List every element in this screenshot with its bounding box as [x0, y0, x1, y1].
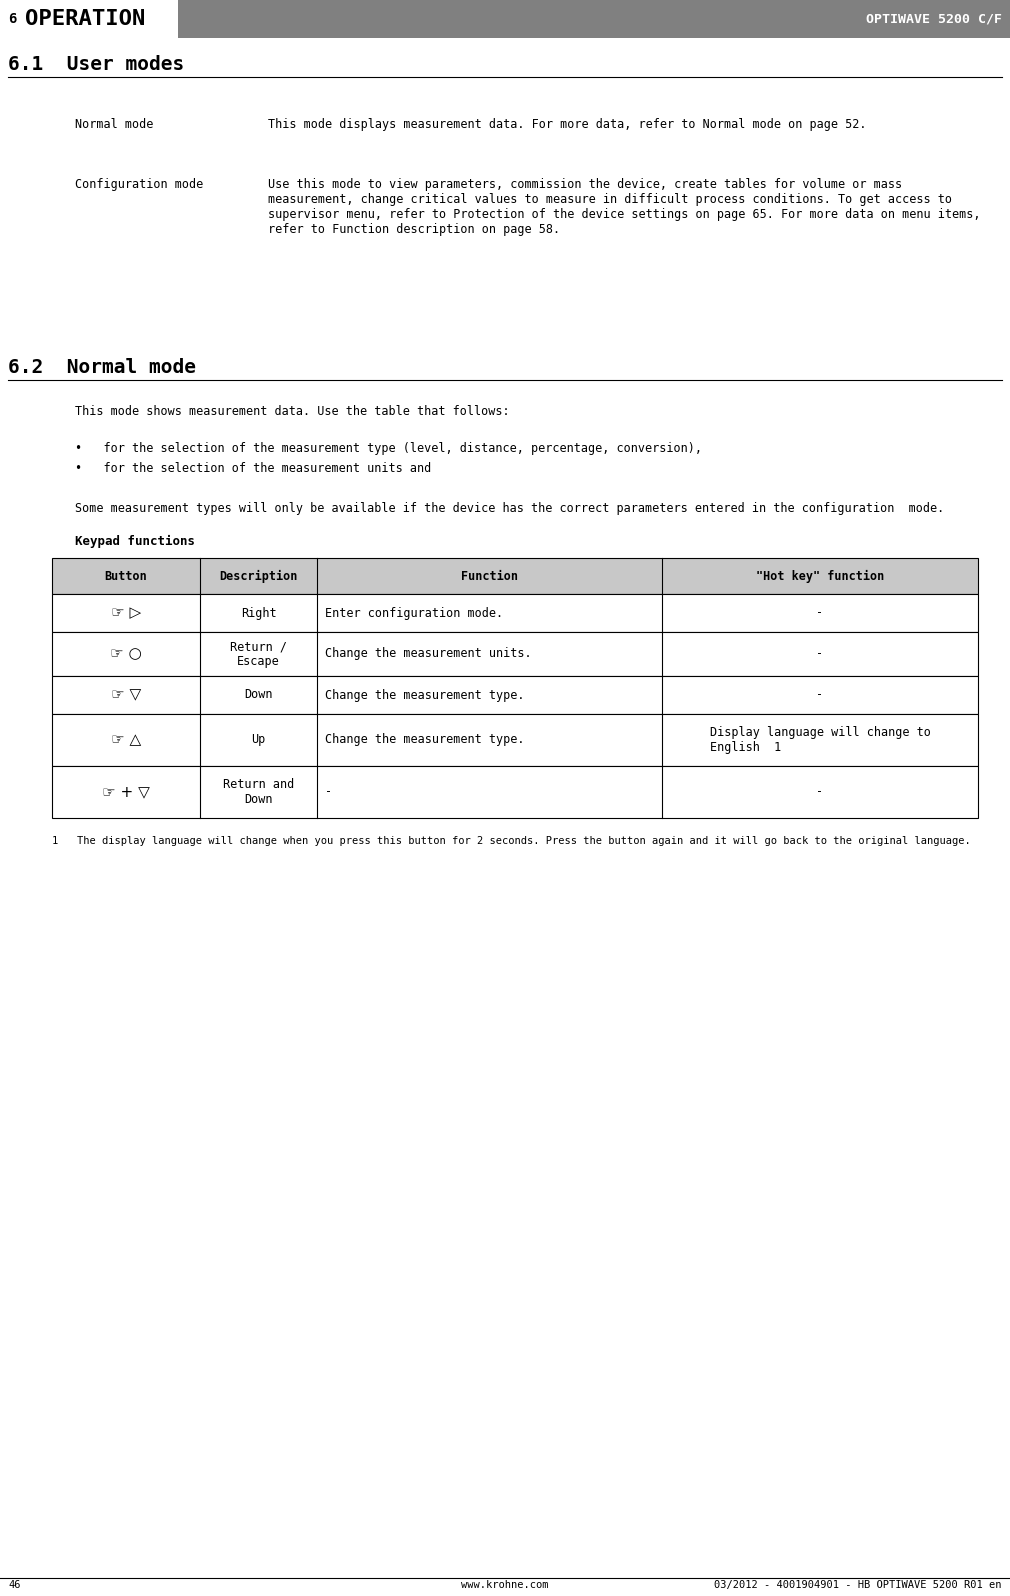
Text: Return /
Escape: Return / Escape [230, 640, 287, 669]
Text: 1   The display language will change when you press this button for 2 seconds. P: 1 The display language will change when … [52, 836, 971, 846]
Text: -: - [816, 785, 823, 798]
Text: Up: Up [251, 734, 266, 747]
Text: Use this mode to view parameters, commission the device, create tables for volum: Use this mode to view parameters, commis… [268, 179, 981, 236]
Text: www.krohne.com: www.krohne.com [462, 1580, 548, 1590]
Text: Return and
Down: Return and Down [223, 777, 294, 806]
Text: 6.2  Normal mode: 6.2 Normal mode [8, 358, 196, 377]
Text: Enter configuration mode.: Enter configuration mode. [325, 606, 503, 619]
Bar [52, 632, 978, 677]
Text: 6: 6 [8, 13, 16, 26]
Text: This mode displays measurement data. For more data, refer to Normal mode on page: This mode displays measurement data. For… [268, 118, 867, 131]
Text: Display language will change to
English  1: Display language will change to English … [710, 726, 930, 753]
Text: •   for the selection of the measurement type (level, distance, percentage, conv: • for the selection of the measurement t… [75, 442, 702, 455]
Text: Change the measurement type.: Change the measurement type. [325, 734, 524, 747]
Text: "Hot key" function: "Hot key" function [755, 570, 884, 583]
Text: -: - [816, 606, 823, 619]
Bar [52, 559, 978, 594]
Text: Description: Description [219, 570, 298, 583]
Bar [0, 0, 178, 38]
Text: -: - [816, 648, 823, 661]
Text: -: - [816, 688, 823, 702]
Text: Some measurement types will only be available if the device has the correct para: Some measurement types will only be avai… [75, 503, 944, 516]
Text: OPTIWAVE 5200 C/F: OPTIWAVE 5200 C/F [866, 13, 1002, 26]
Bar [52, 766, 978, 819]
Text: ☞ ○: ☞ ○ [110, 646, 141, 661]
Text: Change the measurement type.: Change the measurement type. [325, 688, 524, 702]
Text: Function: Function [461, 570, 518, 583]
Text: Keypad functions: Keypad functions [75, 535, 195, 547]
Text: ☞ + ▽: ☞ + ▽ [102, 785, 149, 800]
Bar [178, 0, 1010, 38]
Text: ☞ ▷: ☞ ▷ [111, 605, 141, 621]
Text: •   for the selection of the measurement units and: • for the selection of the measurement u… [75, 461, 431, 476]
Text: Change the measurement units.: Change the measurement units. [325, 648, 531, 661]
Text: 03/2012 - 4001904901 - HB OPTIWAVE 5200 R01 en: 03/2012 - 4001904901 - HB OPTIWAVE 5200 … [714, 1580, 1002, 1590]
Text: This mode shows measurement data. Use the table that follows:: This mode shows measurement data. Use th… [75, 405, 510, 418]
Text: 46: 46 [8, 1580, 20, 1590]
Text: Down: Down [244, 688, 273, 702]
Text: Right: Right [240, 606, 277, 619]
Text: OPERATION: OPERATION [25, 10, 145, 29]
Text: ☞ △: ☞ △ [111, 733, 141, 747]
Text: Configuration mode: Configuration mode [75, 179, 203, 192]
Bar [52, 677, 978, 713]
Bar [52, 594, 978, 632]
Text: -: - [325, 785, 332, 798]
Text: ☞ ▽: ☞ ▽ [111, 688, 141, 702]
Text: Button: Button [105, 570, 147, 583]
Text: Normal mode: Normal mode [75, 118, 154, 131]
Bar [52, 713, 978, 766]
Text: 6.1  User modes: 6.1 User modes [8, 54, 184, 73]
